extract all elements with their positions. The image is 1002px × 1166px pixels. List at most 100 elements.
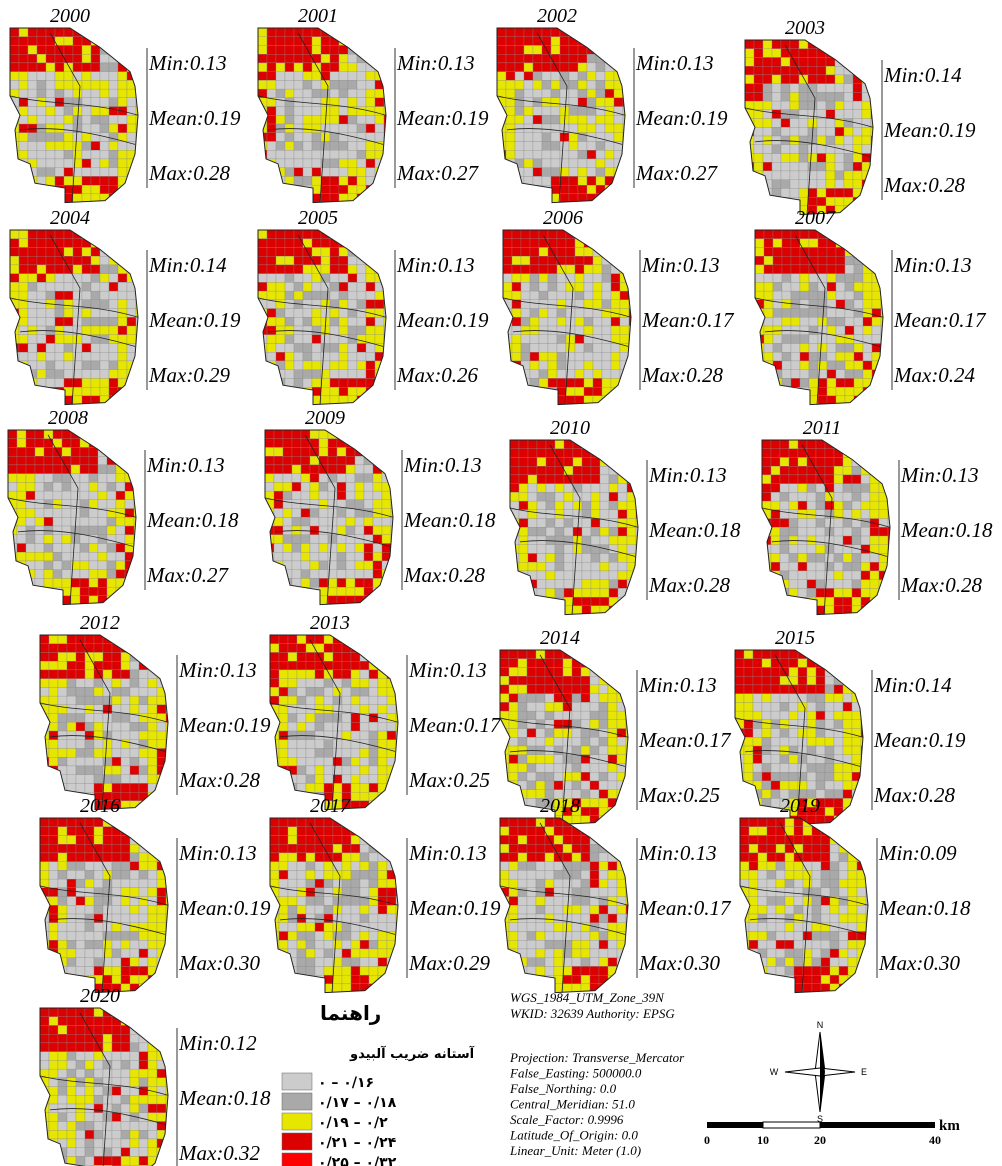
cell: [157, 644, 166, 653]
cell: [37, 291, 46, 300]
cell: [600, 580, 609, 589]
cell: [506, 37, 515, 46]
cell: [267, 141, 276, 150]
cell: [369, 783, 378, 792]
cell: [798, 440, 807, 449]
cell: [763, 188, 772, 197]
cell: [373, 500, 382, 509]
cell: [554, 763, 563, 772]
cell: [267, 343, 276, 352]
cell: [62, 535, 71, 544]
cell: [581, 720, 590, 729]
cell: [515, 63, 524, 72]
cell: [312, 159, 321, 168]
cell: [835, 40, 844, 49]
cell: [10, 335, 19, 344]
cell: [836, 274, 845, 283]
cell: [17, 439, 26, 448]
cell: [744, 790, 753, 799]
cell: [109, 396, 118, 405]
cell: [369, 757, 378, 766]
cell: [807, 650, 816, 659]
cell: [581, 676, 590, 685]
cell: [127, 335, 136, 344]
cell: [157, 827, 166, 836]
cell: [790, 75, 799, 84]
cell: [614, 133, 623, 142]
cell: [497, 80, 506, 89]
cell: [28, 378, 37, 387]
raster: [270, 635, 405, 810]
cell: [539, 378, 548, 387]
cell: [861, 545, 870, 554]
cell: [294, 159, 303, 168]
cell: [548, 352, 557, 361]
cell: [800, 352, 809, 361]
cell: [136, 45, 145, 54]
cell: [816, 702, 825, 711]
cell: [503, 343, 512, 352]
cell: [816, 711, 825, 720]
cell: [809, 282, 818, 291]
cell: [600, 449, 609, 458]
cell: [799, 84, 808, 93]
cell: [745, 180, 754, 189]
cell: [843, 501, 852, 510]
cell: [366, 265, 375, 274]
cell: [818, 247, 827, 256]
cell: [330, 352, 339, 361]
cell: [863, 247, 872, 256]
cell: [584, 387, 593, 396]
cell: [330, 247, 339, 256]
cell: [862, 206, 871, 215]
cell: [800, 309, 809, 318]
cell: [82, 387, 91, 396]
cell: [103, 844, 112, 853]
cell: [790, 92, 799, 101]
cell: [369, 748, 378, 757]
cell: [26, 447, 35, 456]
cell: [270, 766, 279, 775]
cell: [288, 696, 297, 705]
cell: [10, 72, 19, 81]
cell: [270, 661, 279, 670]
cell: [288, 801, 297, 810]
cell: [258, 168, 267, 177]
cell: [754, 206, 763, 215]
cell: [265, 561, 274, 570]
cell: [384, 256, 393, 265]
cell: [809, 300, 818, 309]
cell: [584, 352, 593, 361]
cell: [306, 722, 315, 731]
cell: [536, 659, 545, 668]
cell: [845, 326, 854, 335]
cell: [357, 247, 366, 256]
cell: [771, 580, 780, 589]
cell: [303, 265, 312, 274]
cell: [807, 527, 816, 536]
cell: [888, 571, 897, 580]
cell: [44, 430, 53, 439]
cell: [518, 737, 527, 746]
cell: [835, 49, 844, 58]
cell: [276, 133, 285, 142]
cell: [348, 361, 357, 370]
cell: [366, 352, 375, 361]
cell: [617, 807, 626, 816]
cell: [46, 159, 55, 168]
cell: [94, 687, 103, 696]
cell: [67, 757, 76, 766]
cell: [294, 378, 303, 387]
cell: [127, 98, 136, 107]
cell: [118, 387, 127, 396]
cell: [557, 265, 566, 274]
cell: [879, 510, 888, 519]
cell: [303, 89, 312, 98]
cell: [8, 587, 17, 596]
cell: [853, 136, 862, 145]
cell: [121, 714, 130, 723]
map-year: 2006: [543, 207, 583, 229]
cell: [391, 561, 400, 570]
cell: [366, 291, 375, 300]
cell: [629, 247, 638, 256]
